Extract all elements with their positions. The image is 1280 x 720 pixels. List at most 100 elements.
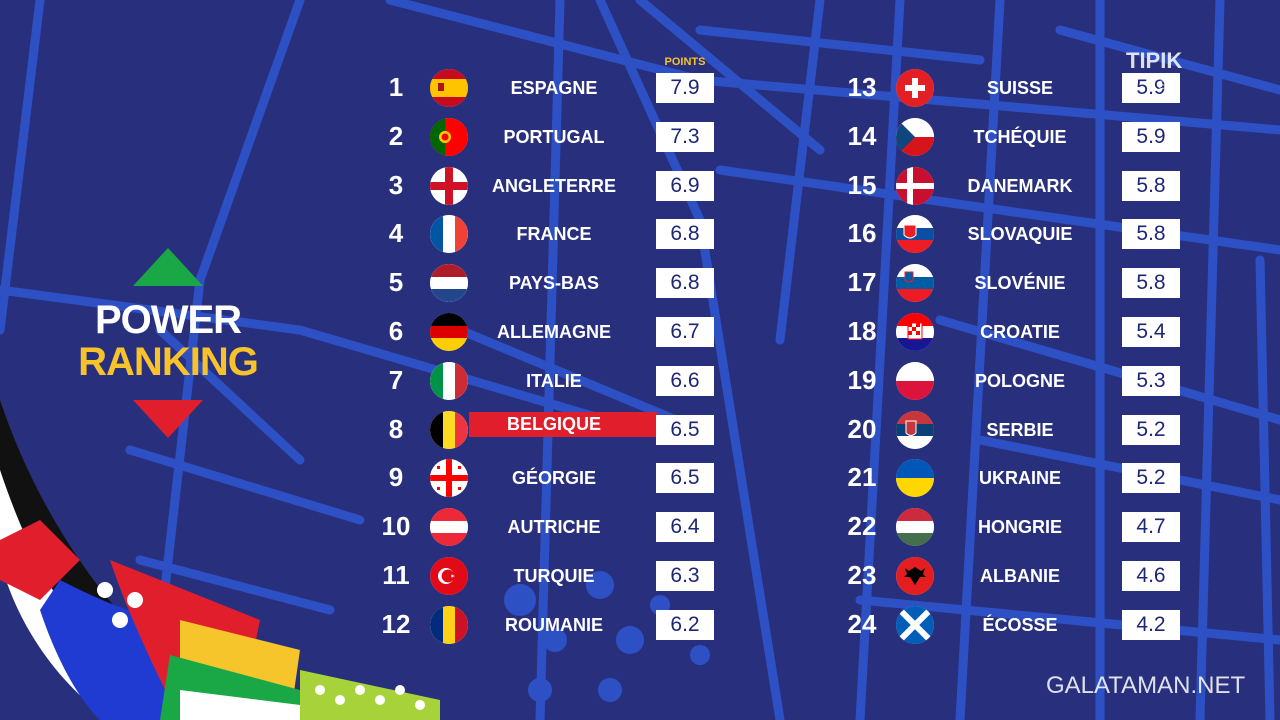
rank-number: 16	[847, 218, 877, 249]
ranking-row: 10 AUTRICHE 6.4	[372, 507, 722, 547]
ranking-row: 6 ALLEMAGNE 6.7	[372, 312, 722, 352]
points-value: 5.8	[1122, 170, 1180, 201]
points-value: 7.3	[656, 121, 714, 152]
points-value: 6.4	[656, 512, 714, 543]
rank-number: 9	[388, 462, 404, 493]
points-value: 4.7	[1122, 512, 1180, 543]
points-value: 6.5	[656, 414, 714, 445]
albania-flag-icon	[896, 557, 934, 595]
points-value: 5.9	[1122, 73, 1180, 103]
rank-number: 19	[847, 364, 877, 395]
rank-number: 8	[388, 413, 404, 444]
ranking-row: 1 ESPAGNE 7.9	[372, 68, 722, 108]
ranking-row: 23 ALBANIE 4.6	[838, 556, 1188, 596]
england-flag-icon	[430, 166, 468, 205]
points-value: 5.8	[1122, 219, 1180, 250]
country-name: PAYS-BAS	[508, 273, 600, 294]
rank-number: 7	[388, 364, 404, 395]
down-arrow-icon	[133, 400, 203, 438]
points-value: 6.5	[656, 463, 714, 494]
ranking-row: 7 ITALIE 6.6	[372, 361, 722, 401]
scotland-flag-icon	[896, 605, 934, 644]
slovenia-flag-icon	[896, 264, 934, 303]
serbia-flag-icon	[896, 410, 934, 449]
rank-number: 22	[847, 511, 877, 542]
rank-number: 17	[847, 267, 877, 298]
points-value: 6.6	[656, 365, 714, 396]
denmark-flag-icon	[896, 166, 934, 205]
germany-flag-icon	[430, 313, 468, 351]
rank-number: 12	[381, 608, 411, 639]
ranking-row: 21 UKRAINE 5.2	[838, 458, 1188, 498]
country-name: TCHÉQUIE	[973, 126, 1067, 147]
ranking-row: 2 PORTUGAL 7.3	[372, 117, 722, 157]
rank-number: 10	[381, 511, 411, 542]
points-value: 6.8	[656, 268, 714, 299]
country-name: SLOVAQUIE	[967, 224, 1073, 245]
ranking-row: 18 CROATIE 5.4	[838, 312, 1188, 352]
rank-number: 11	[382, 560, 410, 590]
rank-number: 4	[388, 218, 404, 249]
points-value: 6.3	[656, 561, 714, 591]
country-name: UKRAINE	[978, 468, 1061, 489]
points-value: 7.9	[656, 73, 714, 103]
rank-number: 2	[388, 120, 404, 151]
rank-number: 6	[388, 316, 404, 346]
country-name: ESPAGNE	[510, 78, 598, 98]
points-value: 5.4	[1122, 317, 1180, 347]
turkey-flag-icon	[430, 557, 468, 595]
points-value: 6.9	[656, 170, 714, 201]
georgia-flag-icon	[430, 459, 468, 498]
rank-number: 23	[847, 560, 877, 590]
poland-flag-icon	[896, 361, 934, 400]
spain-flag-icon	[430, 69, 468, 107]
ranking-row: 20 SERBIE 5.2	[838, 410, 1188, 450]
country-name: SERBIE	[986, 419, 1054, 440]
ranking-row: 22 HONGRIE 4.7	[838, 507, 1188, 547]
country-name: CROATIE	[980, 322, 1060, 342]
points-value: 5.2	[1122, 463, 1180, 494]
country-name: HONGRIE	[977, 517, 1062, 538]
rank-number: 13	[847, 72, 877, 102]
country-name: TURQUIE	[513, 566, 595, 586]
rank-number: 18	[847, 316, 877, 346]
austria-flag-icon	[430, 508, 468, 547]
points-value: 4.6	[1122, 561, 1180, 591]
country-name: ÉCOSSE	[982, 614, 1058, 635]
country-name: ALLEMAGNE	[497, 322, 611, 342]
points-value: 6.8	[656, 219, 714, 250]
title-ranking: RANKING	[78, 340, 259, 384]
croatia-flag-icon	[896, 313, 934, 351]
ranking-row: 17 SLOVÉNIE 5.8	[838, 263, 1188, 303]
ranking-row: 24 ÉCOSSE 4.2	[838, 605, 1188, 645]
ranking-row: 19 POLOGNE 5.3	[838, 361, 1188, 401]
power-ranking-title: POWER RANKING	[52, 248, 292, 438]
romania-flag-icon	[430, 605, 468, 644]
czechia-flag-icon	[896, 117, 934, 156]
rank-number: 1	[388, 72, 404, 102]
france-flag-icon	[430, 215, 468, 254]
portugal-flag-icon	[430, 117, 468, 156]
points-value: 5.9	[1122, 121, 1180, 152]
ranking-row: 13 SUISSE 5.9	[838, 68, 1188, 108]
rank-number: 14	[847, 120, 877, 151]
up-arrow-icon	[133, 248, 203, 286]
ranking-row: 5 PAYS-BAS 6.8	[372, 263, 722, 303]
points-value: 6.2	[656, 609, 714, 640]
ranking-row: 11 TURQUIE 6.3	[372, 556, 722, 596]
points-header: POINTS	[664, 56, 706, 68]
country-name: ROUMANIE	[505, 614, 603, 635]
ranking-row: 8 BELGIQUE 6.5	[372, 410, 722, 450]
ranking-row: 3 ANGLETERRE 6.9	[372, 166, 722, 206]
rank-number: 5	[388, 267, 404, 298]
country-name: ITALIE	[526, 370, 582, 391]
points-value: 5.3	[1122, 365, 1180, 396]
country-name: ANGLETERRE	[491, 175, 616, 196]
points-value: 6.7	[656, 317, 714, 347]
points-value: 5.2	[1122, 414, 1180, 445]
rank-number: 24	[847, 608, 877, 639]
points-value: 4.2	[1122, 609, 1180, 640]
italy-flag-icon	[430, 361, 468, 400]
country-name: SUISSE	[986, 78, 1054, 98]
site-watermark: GALATAMAN.NET	[1046, 672, 1246, 699]
